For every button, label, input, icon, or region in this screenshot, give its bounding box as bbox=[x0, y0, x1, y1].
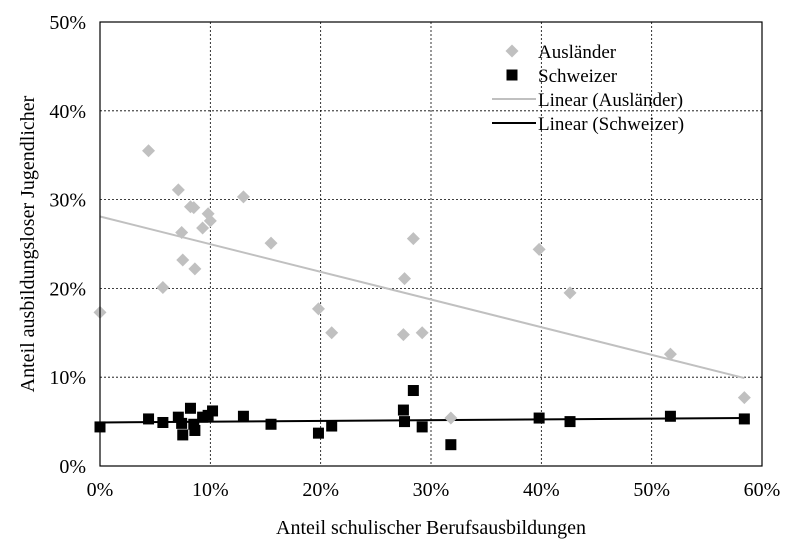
data-point-auslaender bbox=[325, 326, 339, 340]
data-point-auslaender bbox=[236, 190, 250, 204]
data-point-auslaender bbox=[444, 411, 458, 425]
x-tick-label: 60% bbox=[744, 479, 781, 501]
data-point-auslaender bbox=[563, 286, 577, 300]
x-tick-label: 30% bbox=[413, 479, 450, 501]
data-point-schweizer bbox=[407, 385, 419, 397]
data-point-schweizer bbox=[189, 424, 201, 436]
y-tick-label: 50% bbox=[49, 12, 86, 34]
data-point-schweizer bbox=[445, 439, 457, 451]
x-axis-title: Anteil schulischer Berufsausbildungen bbox=[276, 517, 586, 539]
data-point-schweizer bbox=[533, 412, 545, 424]
data-point-schweizer bbox=[326, 420, 338, 432]
legend-label: Linear (Schweizer) bbox=[538, 114, 684, 135]
data-point-schweizer bbox=[265, 418, 277, 430]
data-point-schweizer bbox=[176, 417, 188, 429]
data-point-auslaender bbox=[532, 242, 546, 256]
data-point-auslaender bbox=[203, 214, 217, 228]
data-point-auslaender bbox=[176, 253, 190, 267]
data-point-schweizer bbox=[207, 405, 219, 417]
x-tick-label: 40% bbox=[523, 479, 560, 501]
y-tick-label: 30% bbox=[49, 190, 86, 212]
data-point-schweizer bbox=[172, 411, 184, 423]
data-point-schweizer bbox=[237, 410, 249, 422]
data-point-schweizer bbox=[664, 410, 676, 422]
data-point-schweizer bbox=[143, 413, 155, 425]
data-point-schweizer bbox=[312, 427, 324, 439]
data-point-auslaender bbox=[156, 281, 170, 295]
x-tick-label: 10% bbox=[192, 479, 229, 501]
y-axis-title: Anteil ausbildungsloser Jugendlicher bbox=[17, 95, 39, 392]
legend-swatch-auslaender bbox=[505, 44, 519, 58]
data-point-auslaender bbox=[406, 232, 420, 246]
data-point-auslaender bbox=[175, 225, 189, 239]
data-point-auslaender bbox=[188, 262, 202, 276]
data-point-auslaender bbox=[663, 347, 677, 361]
data-point-schweizer bbox=[177, 429, 189, 441]
x-tick-label: 20% bbox=[302, 479, 339, 501]
data-point-schweizer bbox=[157, 416, 169, 428]
x-tick-label: 0% bbox=[87, 479, 114, 501]
data-point-schweizer bbox=[416, 421, 428, 433]
legend-label: Linear (Ausländer) bbox=[538, 90, 683, 111]
plot-area bbox=[99, 21, 763, 467]
data-point-auslaender bbox=[187, 201, 201, 215]
data-point-schweizer bbox=[738, 413, 750, 425]
data-point-auslaender bbox=[396, 328, 410, 342]
data-point-auslaender bbox=[398, 272, 412, 286]
grid bbox=[100, 22, 762, 466]
data-point-auslaender bbox=[264, 236, 278, 250]
legend: Ausländer Schweizer Linear (Ausländer) Line… bbox=[492, 42, 684, 135]
tick-labels: 0% 10% 20% 30% 40% 50% 60% 0% 10% 20% 30% 40% 50% bbox=[49, 12, 780, 501]
x-tick-label: 50% bbox=[633, 479, 670, 501]
y-tick-label: 10% bbox=[49, 367, 86, 389]
data-point-auslaender bbox=[311, 302, 325, 316]
data-point-auslaender bbox=[737, 391, 751, 405]
data-point-schweizer bbox=[397, 404, 409, 416]
data-point-auslaender bbox=[196, 221, 210, 235]
legend-swatch-schweizer bbox=[506, 69, 518, 81]
trendlines bbox=[99, 215, 745, 424]
legend-label: Ausländer bbox=[538, 42, 617, 63]
data-point-schweizer bbox=[188, 418, 200, 430]
data-points bbox=[93, 144, 751, 451]
data-point-schweizer bbox=[197, 411, 209, 423]
data-point-auslaender bbox=[171, 183, 185, 197]
y-tick-label: 0% bbox=[59, 456, 86, 478]
trendline-auslaender bbox=[99, 215, 745, 380]
y-tick-label: 20% bbox=[49, 278, 86, 300]
data-point-schweizer bbox=[184, 402, 196, 414]
legend-label: Schweizer bbox=[538, 66, 618, 87]
data-point-schweizer bbox=[564, 416, 576, 428]
data-point-auslaender bbox=[142, 144, 156, 158]
data-point-schweizer bbox=[399, 416, 411, 428]
y-tick-label: 40% bbox=[49, 101, 86, 123]
data-point-auslaender bbox=[415, 326, 429, 340]
